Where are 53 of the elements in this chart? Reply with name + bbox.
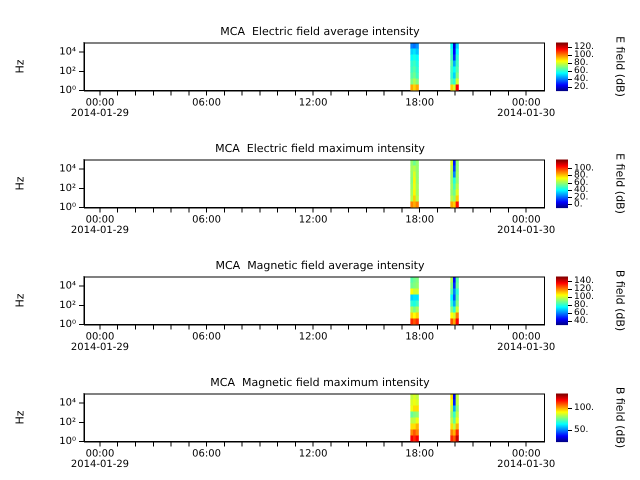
x-tick-label: 00:00 2014-01-30	[497, 331, 556, 353]
x-tick-label: 00:00 2014-01-30	[497, 448, 556, 470]
y-tick-label: 10⁰	[59, 436, 76, 448]
y-axis-title: Hz	[13, 59, 26, 74]
y-tick-label: 10²	[59, 66, 76, 77]
x-tick-label: 00:00 2014-01-30	[497, 214, 556, 236]
chart-title: MCA Electric field maximum intensity	[215, 142, 426, 155]
x-tick-label: 18:00	[405, 448, 434, 460]
x-tick-label: 18:00	[405, 331, 434, 342]
x-tick-label: 00:00 2014-01-29	[70, 214, 130, 236]
x-tick-label: 06:00	[192, 97, 221, 108]
y-tick-label: 10⁰	[59, 85, 76, 96]
color-bar-label: 60.	[574, 66, 588, 76]
y-axis-title: Hz	[13, 293, 26, 308]
x-tick-label: 06:00	[192, 331, 221, 342]
x-tick-label: 12:00	[298, 448, 328, 460]
color-bar-title: E field (dB)	[614, 36, 627, 97]
color-bar-label: 100.	[574, 403, 594, 414]
color-bar-label: 120.	[574, 42, 594, 52]
x-tick-label: 00:00 2014-01-30	[497, 97, 556, 119]
color-bar-label: 0.	[574, 200, 583, 210]
y-tick-label: 10²	[59, 300, 76, 311]
y-tick-label: 10²	[59, 416, 76, 428]
color-bar-title: B field (dB)	[614, 270, 627, 332]
chart-title: MCA Electric field average intensity	[220, 24, 420, 38]
y-tick-label: 10⁴	[59, 280, 76, 292]
color-bar-label: 120.	[574, 284, 594, 294]
y-tick-label: 10⁴	[59, 398, 76, 409]
y-tick-label: 10⁴	[59, 164, 76, 175]
x-tick-label: 00:00 2014-01-29	[70, 97, 130, 119]
y-axis-title: Hz	[13, 176, 26, 191]
color-bar-label: 20.	[574, 82, 588, 92]
x-tick-label: 18:00	[405, 214, 434, 226]
y-tick-label: 10²	[59, 182, 76, 194]
y-tick-label: 10⁰	[59, 319, 76, 330]
y-axis-title: Hz	[13, 410, 26, 425]
color-bar-label: 60.	[574, 308, 588, 318]
x-tick-label: 06:00	[192, 448, 221, 460]
x-tick-label: 12:00	[298, 97, 328, 108]
chart-title: MCA Magnetic field maximum intensity	[210, 376, 430, 389]
y-tick-label: 10⁰	[59, 202, 76, 214]
x-tick-label: 12:00	[298, 331, 328, 342]
chart-title: MCA Magnetic field average intensity	[215, 258, 425, 272]
x-tick-label: 18:00	[405, 97, 434, 108]
color-bar-label: 50.	[574, 425, 588, 436]
color-bar-title: B field (dB)	[614, 386, 627, 448]
x-tick-label: 00:00 2014-01-29	[70, 448, 130, 470]
x-tick-label: 06:00	[192, 214, 221, 226]
color-bar-label: 40.	[574, 316, 588, 326]
y-tick-label: 10⁴	[59, 46, 76, 58]
color-bar-title: E field (dB)	[614, 153, 627, 214]
x-tick-label: 12:00	[298, 214, 328, 226]
x-tick-label: 00:00 2014-01-29	[70, 331, 130, 353]
